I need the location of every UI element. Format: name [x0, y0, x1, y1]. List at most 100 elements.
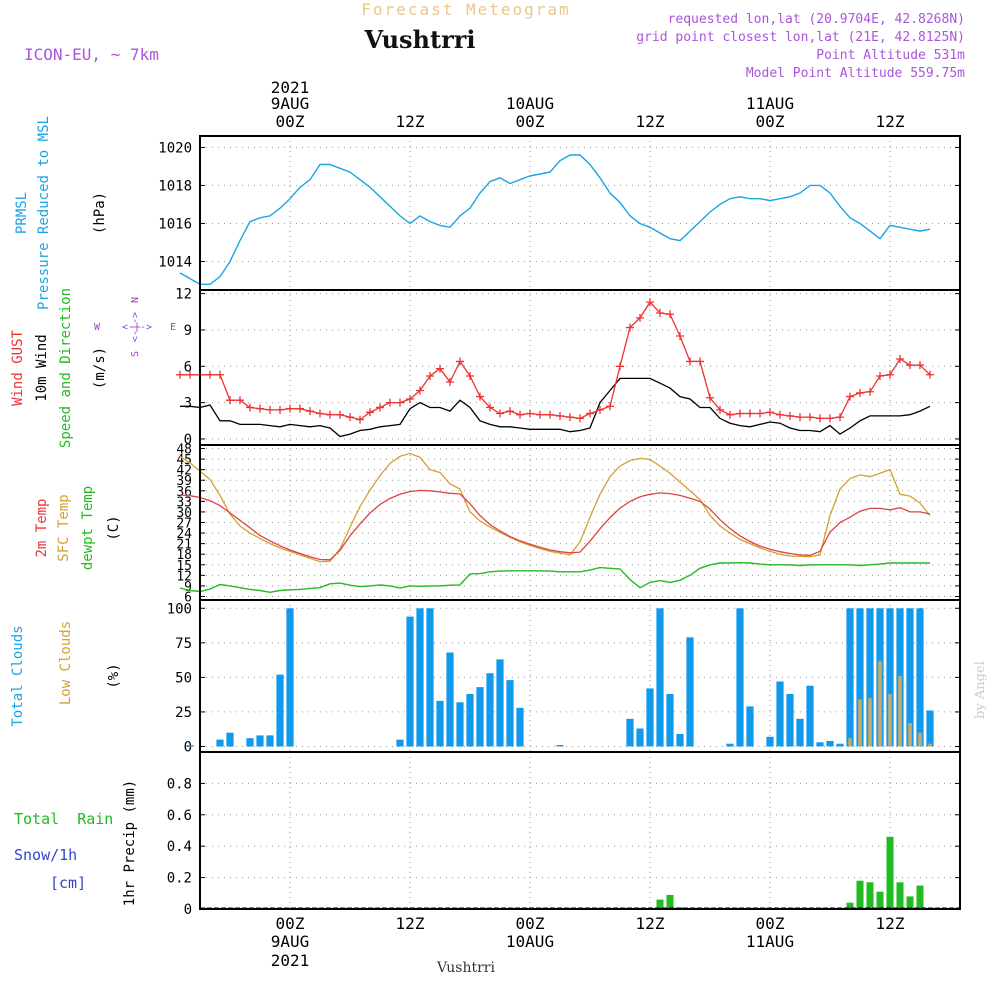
wind-label-gust: Wind GUST: [10, 330, 26, 406]
gust-marker: [486, 403, 494, 412]
y-tick-label: 3: [184, 396, 192, 412]
low-cloud-bar: [898, 676, 902, 747]
wind-panel: 0 3 6 9 12: [175, 287, 961, 448]
temp-label-sfc: SFC Temp: [56, 494, 72, 561]
low-cloud-bar: [868, 698, 872, 747]
y-tick-label: 0.4: [167, 839, 192, 855]
total-cloud-bar: [266, 735, 274, 747]
y-tick-label: 12: [176, 569, 192, 584]
total-cloud-bar: [866, 608, 874, 747]
pressure-panel: 1014 1016 1018 1020: [158, 135, 961, 291]
requested-location: requested lon,lat (20.9704E, 42.8268N): [668, 12, 965, 27]
pressure-label-msl: Pressure Reduced to MSL: [36, 116, 52, 310]
gust-marker: [426, 371, 434, 380]
total-cloud-bar: [276, 674, 284, 747]
gust-marker: [336, 410, 344, 419]
gust-marker: [206, 370, 214, 379]
gust-marker: [616, 362, 624, 371]
total-cloud-bar: [666, 694, 674, 747]
gust-marker: [806, 413, 814, 422]
rain-bar: [866, 882, 874, 909]
gust-marker: [306, 407, 314, 416]
y-tick-label: 75: [175, 636, 192, 652]
y-tick-label: 25: [175, 705, 192, 721]
total-cloud-bar: [186, 745, 194, 747]
total-cloud-bar: [416, 608, 424, 747]
total-cloud-bar: [856, 608, 864, 747]
total-cloud-bar: [496, 659, 504, 747]
gust-marker: [836, 413, 844, 422]
gust-marker: [596, 405, 604, 414]
temp-unit: (C): [106, 515, 122, 540]
y-tick-label: 1020: [158, 140, 192, 156]
dewpoint-line: [179, 561, 930, 594]
y-tick-label: 6: [184, 359, 192, 375]
gust-marker: [656, 309, 664, 318]
total-cloud-bar: [806, 685, 814, 747]
bottom-time-label: 00Z: [756, 914, 785, 933]
bottom-time-label: 00Z: [516, 914, 545, 933]
t2m-line: [179, 489, 931, 561]
top-time-label: 00Z: [756, 112, 785, 131]
y-tick-label: 33: [176, 495, 192, 510]
clouds-label-total: Total Clouds: [10, 625, 26, 726]
gust-marker: [276, 405, 284, 414]
pressure-label-prmsl: PRMSL: [14, 192, 30, 234]
gust-marker: [586, 409, 594, 418]
gust-marker: [396, 398, 404, 407]
total-cloud-bar: [926, 710, 934, 747]
gust-marker: [816, 414, 824, 423]
model-label: ICON-EU, ~ 7km: [24, 45, 159, 64]
top-time-label: 2021: [271, 78, 310, 97]
low-cloud-bar: [928, 743, 932, 747]
y-tick-label: 9: [184, 323, 192, 339]
precipitation-panel: 0 0.2 0.4 0.6 0.8: [167, 751, 961, 918]
bottom-time-label: 00Z: [276, 914, 305, 933]
compass-rose: N <-|-> S W <-|-> E: [94, 297, 176, 357]
footer-location: Vushtrri: [436, 960, 495, 976]
gust-marker: [866, 387, 874, 396]
sfc-temp-line: [179, 452, 931, 563]
page-title: Vushtrri: [364, 25, 476, 54]
top-time-label: 12Z: [636, 112, 665, 131]
clouds-label-low: Low Clouds: [58, 621, 74, 705]
gust-marker: [176, 370, 184, 379]
gust-marker: [846, 392, 854, 401]
gust-marker: [576, 414, 584, 423]
gust-marker: [516, 410, 524, 419]
y-tick-label: 100: [167, 601, 192, 617]
gust-marker: [666, 310, 674, 319]
bottom-time-label: 9AUG: [271, 932, 310, 951]
pressure-unit: (hPa): [92, 192, 108, 234]
y-tick-label: 48: [176, 443, 192, 458]
gust-marker: [676, 332, 684, 341]
y-tick-label: 0: [184, 432, 192, 448]
gust-marker: [256, 404, 264, 413]
total-cloud-bar: [556, 745, 564, 747]
total-cloud-bar: [216, 739, 224, 747]
gust-marker: [356, 415, 364, 424]
model-point-altitude: Model Point Altitude 559.75m: [746, 66, 965, 81]
total-cloud-bar: [686, 637, 694, 747]
gust-marker: [686, 357, 694, 366]
gust-marker: [226, 396, 234, 405]
y-tick-label: 0.8: [167, 776, 192, 792]
gust-marker: [446, 378, 454, 387]
rain-bar: [876, 891, 884, 909]
panel-frame: [199, 751, 961, 910]
total-cloud-bar: [816, 742, 824, 747]
total-cloud-bar: [406, 616, 414, 747]
clouds-panel: 0 25 50 75 100: [167, 599, 961, 755]
gust-marker: [236, 396, 244, 405]
y-tick-label: 24: [176, 527, 192, 542]
gust-marker: [416, 386, 424, 395]
y-tick-label: 18: [176, 548, 192, 563]
temp-label-dewpt: dewpt Temp: [80, 486, 96, 570]
total-cloud-bar: [726, 743, 734, 747]
top-time-label: 10AUG: [506, 94, 554, 113]
gust-marker: [216, 370, 224, 379]
total-cloud-bar: [676, 734, 684, 747]
